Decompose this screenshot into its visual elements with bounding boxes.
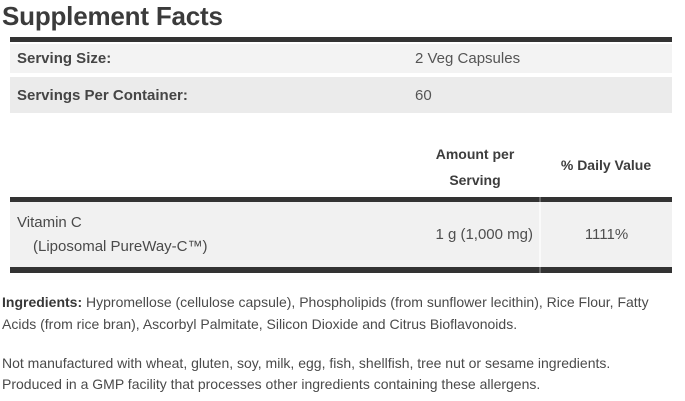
servings-per-container-label: Servings Per Container: xyxy=(17,86,188,104)
ingredients-text: Hypromellose (cellulose capsule), Phosph… xyxy=(2,294,649,332)
ingredients-paragraph: Ingredients: Hypromellose (cellulose cap… xyxy=(2,291,683,335)
middle-divider-bar xyxy=(10,197,672,202)
serving-size-row: Serving Size: 2 Veg Capsules xyxy=(10,44,672,73)
bottom-divider-bar xyxy=(10,267,672,273)
allergen-line2: Produced in a GMP facility that processe… xyxy=(2,376,541,392)
serving-size-label: Serving Size: xyxy=(17,50,112,67)
servings-per-container-value: 60 xyxy=(415,86,432,104)
amount-header-line2: Serving xyxy=(449,172,501,188)
allergen-paragraph: Not manufactured with wheat, gluten, soy… xyxy=(2,353,683,395)
nutrient-name: Vitamin C xyxy=(17,214,82,231)
daily-value-header: % Daily Value xyxy=(560,157,652,173)
nutrient-subname: (Liposomal PureWay-C™) xyxy=(33,238,208,255)
serving-size-value: 2 Veg Capsules xyxy=(415,50,521,67)
allergen-line1: Not manufactured with wheat, gluten, soy… xyxy=(2,355,611,371)
amount-per-serving-header: Amount per Serving xyxy=(415,141,535,193)
column-divider xyxy=(539,202,541,267)
nutrient-amount: 1 g (1,000 mg) xyxy=(435,226,533,243)
vitamin-c-row: Vitamin C (Liposomal PureWay-C™) 1 g (1,… xyxy=(10,202,672,267)
nutrient-daily-value: 1111% xyxy=(584,226,629,243)
ingredients-label: Ingredients: xyxy=(2,294,83,310)
servings-per-container-row: Servings Per Container: 60 xyxy=(10,77,672,113)
label-title: Supplement Facts xyxy=(2,1,223,31)
amount-header-line1: Amount per xyxy=(435,146,515,162)
top-divider-bar xyxy=(10,37,672,42)
